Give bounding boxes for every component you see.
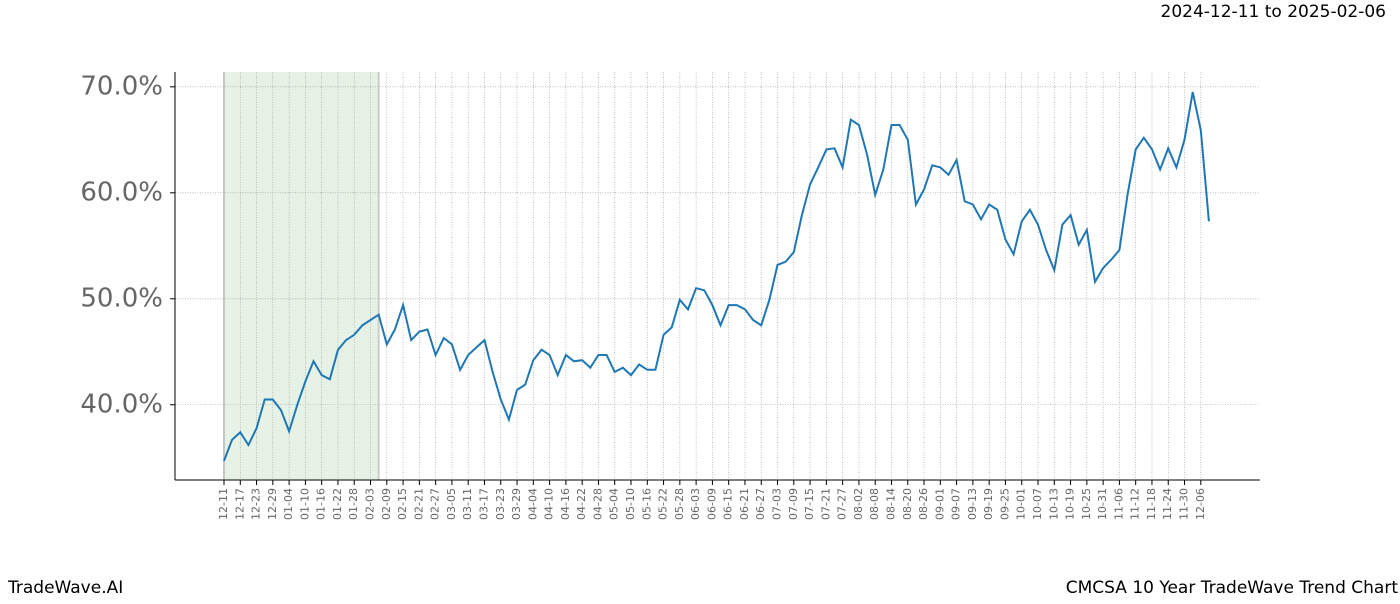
y-tick-label: 60.0%	[80, 177, 163, 207]
x-tick-label: 09-25	[998, 488, 1011, 520]
x-tick-label: 03-17	[477, 488, 490, 520]
x-tick-label: 07-27	[836, 488, 849, 520]
x-tick-label: 06-03	[689, 488, 702, 520]
x-tick-label: 04-04	[526, 488, 539, 520]
x-tick-label: 05-28	[673, 488, 686, 520]
x-tick-label: 05-22	[657, 488, 670, 520]
x-tick-label: 05-10	[624, 488, 637, 520]
x-tick-label: 02-09	[380, 488, 393, 520]
x-tick-label: 05-04	[608, 488, 621, 520]
x-tick-label: 12-06	[1194, 488, 1207, 520]
x-tick-label: 09-01	[933, 488, 946, 520]
brand: TradeWave.AI	[7, 578, 123, 598]
date-range: 2024-12-11 to 2025-02-06	[1161, 2, 1386, 22]
x-tick-label: 01-22	[331, 488, 344, 520]
x-tick-label: 03-11	[461, 488, 474, 520]
x-tick-label: 08-20	[901, 488, 914, 520]
x-tick-label: 04-10	[543, 488, 556, 520]
x-tick-label: 07-09	[787, 488, 800, 520]
x-tick-label: 08-02	[852, 488, 865, 520]
x-tick-label: 10-07	[1031, 488, 1044, 520]
x-tick-label: 03-29	[510, 488, 523, 520]
y-tick-label: 50.0%	[80, 283, 163, 313]
x-tick-label: 10-19	[1064, 488, 1077, 520]
price-line	[223, 91, 1210, 462]
x-tick-label: 08-14	[884, 488, 897, 520]
x-tick-label: 10-13	[1047, 488, 1060, 520]
x-tick-label: 09-19	[982, 488, 995, 520]
x-tick-label: 11-06	[1112, 488, 1125, 520]
x-tick-label: 06-27	[754, 488, 767, 520]
x-tick-label: 08-08	[868, 488, 881, 520]
chart-name: CMCSA 10 Year TradeWave Trend Chart	[1066, 578, 1399, 598]
highlight-span	[224, 72, 379, 480]
x-tick-label: 11-18	[1145, 488, 1158, 520]
x-tick-label: 12-23	[250, 488, 263, 520]
x-tick-label: 03-05	[445, 488, 458, 520]
x-tick-label: 03-23	[494, 488, 507, 520]
x-tick-label: 06-21	[738, 488, 751, 520]
x-tick-label: 01-10	[298, 488, 311, 520]
x-tick-label: 01-16	[315, 488, 328, 520]
x-tick-label: 02-21	[412, 488, 425, 520]
x-tick-label: 01-28	[347, 488, 360, 520]
x-tick-label: 07-21	[819, 488, 832, 520]
x-tick-label: 06-09	[705, 488, 718, 520]
x-tick-label: 10-31	[1096, 488, 1109, 520]
x-tick-label: 04-22	[575, 488, 588, 520]
x-tick-label: 05-16	[640, 488, 653, 520]
x-tick-label: 07-15	[803, 488, 816, 520]
x-tick-label: 10-25	[1080, 488, 1093, 520]
x-tick-label: 04-28	[591, 488, 604, 520]
x-tick-label: 11-12	[1129, 488, 1142, 520]
x-tick-label: 12-29	[266, 488, 279, 520]
y-tick-label: 40.0%	[80, 389, 163, 419]
x-tick-label: 02-03	[364, 488, 377, 520]
x-tick-label: 12-11	[217, 488, 230, 520]
y-tick-label: 70.0%	[80, 71, 163, 101]
x-tick-label: 09-13	[966, 488, 979, 520]
x-tick-label: 06-15	[722, 488, 735, 520]
x-tick-label: 09-07	[950, 488, 963, 520]
x-tick-label: 02-15	[396, 488, 409, 520]
x-tick-label: 08-26	[917, 488, 930, 520]
x-tick-label: 01-04	[282, 488, 295, 520]
x-tick-label: 02-27	[429, 488, 442, 520]
x-tick-label: 11-24	[1161, 488, 1174, 520]
x-tick-label: 10-01	[1015, 488, 1028, 520]
x-tick-label: 12-17	[233, 488, 246, 520]
x-tick-label: 07-03	[771, 488, 784, 520]
x-tick-label: 11-30	[1178, 488, 1191, 520]
x-tick-label: 04-16	[559, 488, 572, 520]
